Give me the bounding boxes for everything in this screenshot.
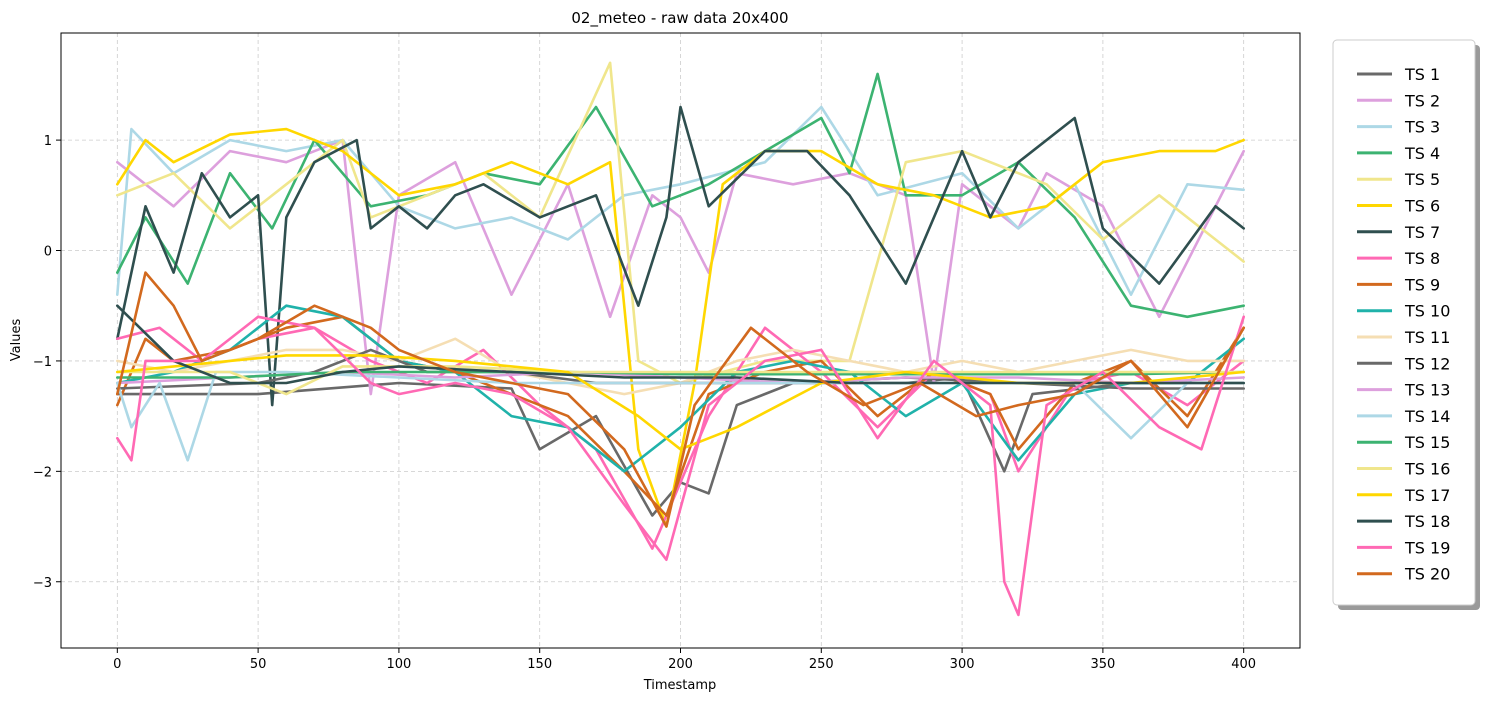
legend-label: TS 19 xyxy=(1404,538,1450,557)
series-line-ts-7 xyxy=(116,105,1245,407)
legend-label: TS 17 xyxy=(1404,486,1450,505)
legend-label: TS 7 xyxy=(1404,223,1440,242)
legend-label: TS 12 xyxy=(1404,354,1450,373)
grid xyxy=(61,33,1300,648)
series-line-ts-14 xyxy=(116,370,1245,462)
x-tick-label: 150 xyxy=(527,657,552,672)
y-tick-label: 0 xyxy=(44,245,52,260)
series-line-ts-10 xyxy=(116,304,1245,473)
legend: TS 1 TS 2 TS 3 TS 4 TS 5 TS 6 TS 7 TS 8 TS 9 TS 1… xyxy=(1332,39,1480,610)
x-axis-ticks: 0 50 100 150 200 250 300 350 400 xyxy=(113,648,1256,672)
x-axis-title: Timestamp xyxy=(643,678,717,693)
x-tick-label: 400 xyxy=(1231,657,1256,672)
legend-label: TS 16 xyxy=(1404,460,1450,479)
legend-label: TS 3 xyxy=(1404,118,1440,137)
y-tick-label: −1 xyxy=(33,355,52,370)
x-tick-label: 300 xyxy=(950,657,975,672)
legend-label: TS 5 xyxy=(1404,170,1440,189)
legend-box xyxy=(1332,39,1476,606)
legend-label: TS 2 xyxy=(1404,91,1440,110)
series-layer xyxy=(116,61,1245,617)
legend-label: TS 13 xyxy=(1404,381,1450,400)
series-line-ts-9 xyxy=(116,315,1245,517)
y-tick-label: 1 xyxy=(44,134,52,149)
x-tick-label: 100 xyxy=(386,657,411,672)
legend-label: TS 11 xyxy=(1404,328,1450,347)
legend-label: TS 9 xyxy=(1404,275,1440,294)
series-line-ts-4 xyxy=(116,72,1245,319)
series-line-ts-19 xyxy=(116,315,1245,617)
chart-title: 02_meteo - raw data 20x400 xyxy=(571,9,788,28)
legend-label: TS 1 xyxy=(1404,65,1440,84)
x-tick-label: 200 xyxy=(668,657,693,672)
legend-label: TS 6 xyxy=(1404,197,1440,216)
y-tick-label: −2 xyxy=(33,465,52,480)
legend-items: TS 1 TS 2 TS 3 TS 4 TS 5 TS 6 TS 7 TS 8 TS 9 TS 1… xyxy=(1357,65,1450,584)
legend-label: TS 8 xyxy=(1404,249,1440,268)
legend-label: TS 15 xyxy=(1404,433,1450,452)
x-tick-label: 250 xyxy=(809,657,834,672)
legend-label: TS 10 xyxy=(1404,302,1450,321)
y-tick-label: −3 xyxy=(33,576,52,591)
legend-label: TS 4 xyxy=(1404,144,1440,163)
y-axis-title: Values xyxy=(9,319,24,362)
series-line-ts-5 xyxy=(116,61,1245,385)
series-line-ts-17 xyxy=(116,354,1245,451)
series-line-ts-20 xyxy=(116,271,1245,528)
y-axis-ticks: −3 −2 −1 0 1 xyxy=(33,134,61,591)
x-tick-label: 50 xyxy=(250,657,267,672)
legend-label: TS 14 xyxy=(1404,407,1450,426)
plot-area: 0 50 100 150 200 250 300 350 400 −3 −2 −1 0 1 xyxy=(33,32,1301,672)
legend-label: TS 20 xyxy=(1404,565,1450,584)
series-line-ts-15 xyxy=(116,370,1245,379)
series-line-ts-16 xyxy=(116,365,1245,396)
legend-label: TS 18 xyxy=(1404,512,1450,531)
x-tick-label: 0 xyxy=(113,657,121,672)
x-tick-label: 350 xyxy=(1090,657,1115,672)
